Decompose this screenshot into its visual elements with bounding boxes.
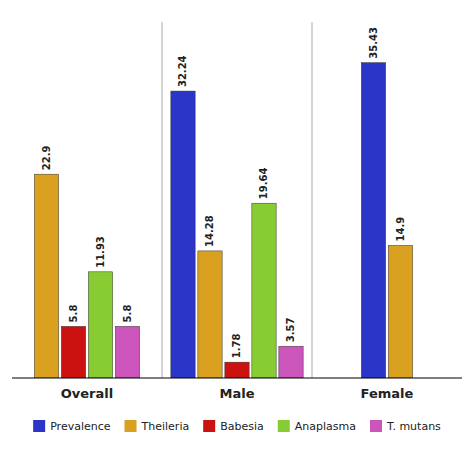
legend-label: Babesia (220, 420, 264, 433)
data-label: 19.64 (259, 168, 270, 200)
legend-swatch (125, 420, 137, 432)
bar (361, 63, 385, 378)
x-tick-label: Overall (61, 386, 113, 401)
baseline (12, 377, 462, 378)
legend-item: Theileria (125, 420, 190, 433)
data-label: 1.78 (232, 333, 243, 358)
legend-swatch (370, 420, 382, 432)
data-label: 5.8 (68, 305, 79, 323)
data-label: 35.43 (368, 27, 379, 59)
x-tick-label: Male (220, 386, 255, 401)
group-divider (312, 22, 313, 378)
legend-label: Prevalence (50, 420, 111, 433)
legend-item: T. mutans (370, 420, 441, 433)
legend-item: Prevalence (33, 420, 111, 433)
legend-swatch (33, 420, 45, 432)
bar (279, 346, 303, 378)
legend-swatch (278, 420, 290, 432)
legend-item: Babesia (203, 420, 264, 433)
data-label: 11.93 (95, 236, 106, 268)
bar (171, 91, 195, 378)
data-label: 14.28 (205, 215, 216, 247)
legend: Prevalence Theileria Babesia Anaplasma T. mu… (33, 420, 441, 433)
bars (34, 63, 412, 378)
bar (34, 174, 58, 378)
legend-label: Theileria (141, 420, 190, 433)
bar (198, 251, 222, 378)
legend-swatch (203, 420, 215, 432)
data-label: 22.9 (41, 145, 52, 170)
legend-label: Anaplasma (295, 420, 356, 433)
data-label: 3.57 (286, 318, 297, 343)
legend-item: Anaplasma (278, 420, 356, 433)
chart: 22.9 5.8 11.93 5.8 32.24 14.28 1.78 19.64 3.57 35… (0, 0, 474, 474)
data-label: 32.24 (178, 55, 189, 87)
bar (388, 245, 412, 378)
bar (88, 272, 112, 378)
bar (61, 326, 85, 378)
bar (252, 203, 276, 378)
data-label: 14.9 (395, 217, 406, 242)
bar (115, 326, 139, 378)
bar (225, 362, 249, 378)
data-labels: 22.9 5.8 11.93 5.8 32.24 14.28 1.78 19.64 3.57 35… (41, 27, 406, 358)
legend-label: T. mutans (386, 420, 441, 433)
x-tick-label: Female (361, 386, 414, 401)
group-divider (162, 22, 163, 378)
data-label: 5.8 (122, 305, 133, 323)
